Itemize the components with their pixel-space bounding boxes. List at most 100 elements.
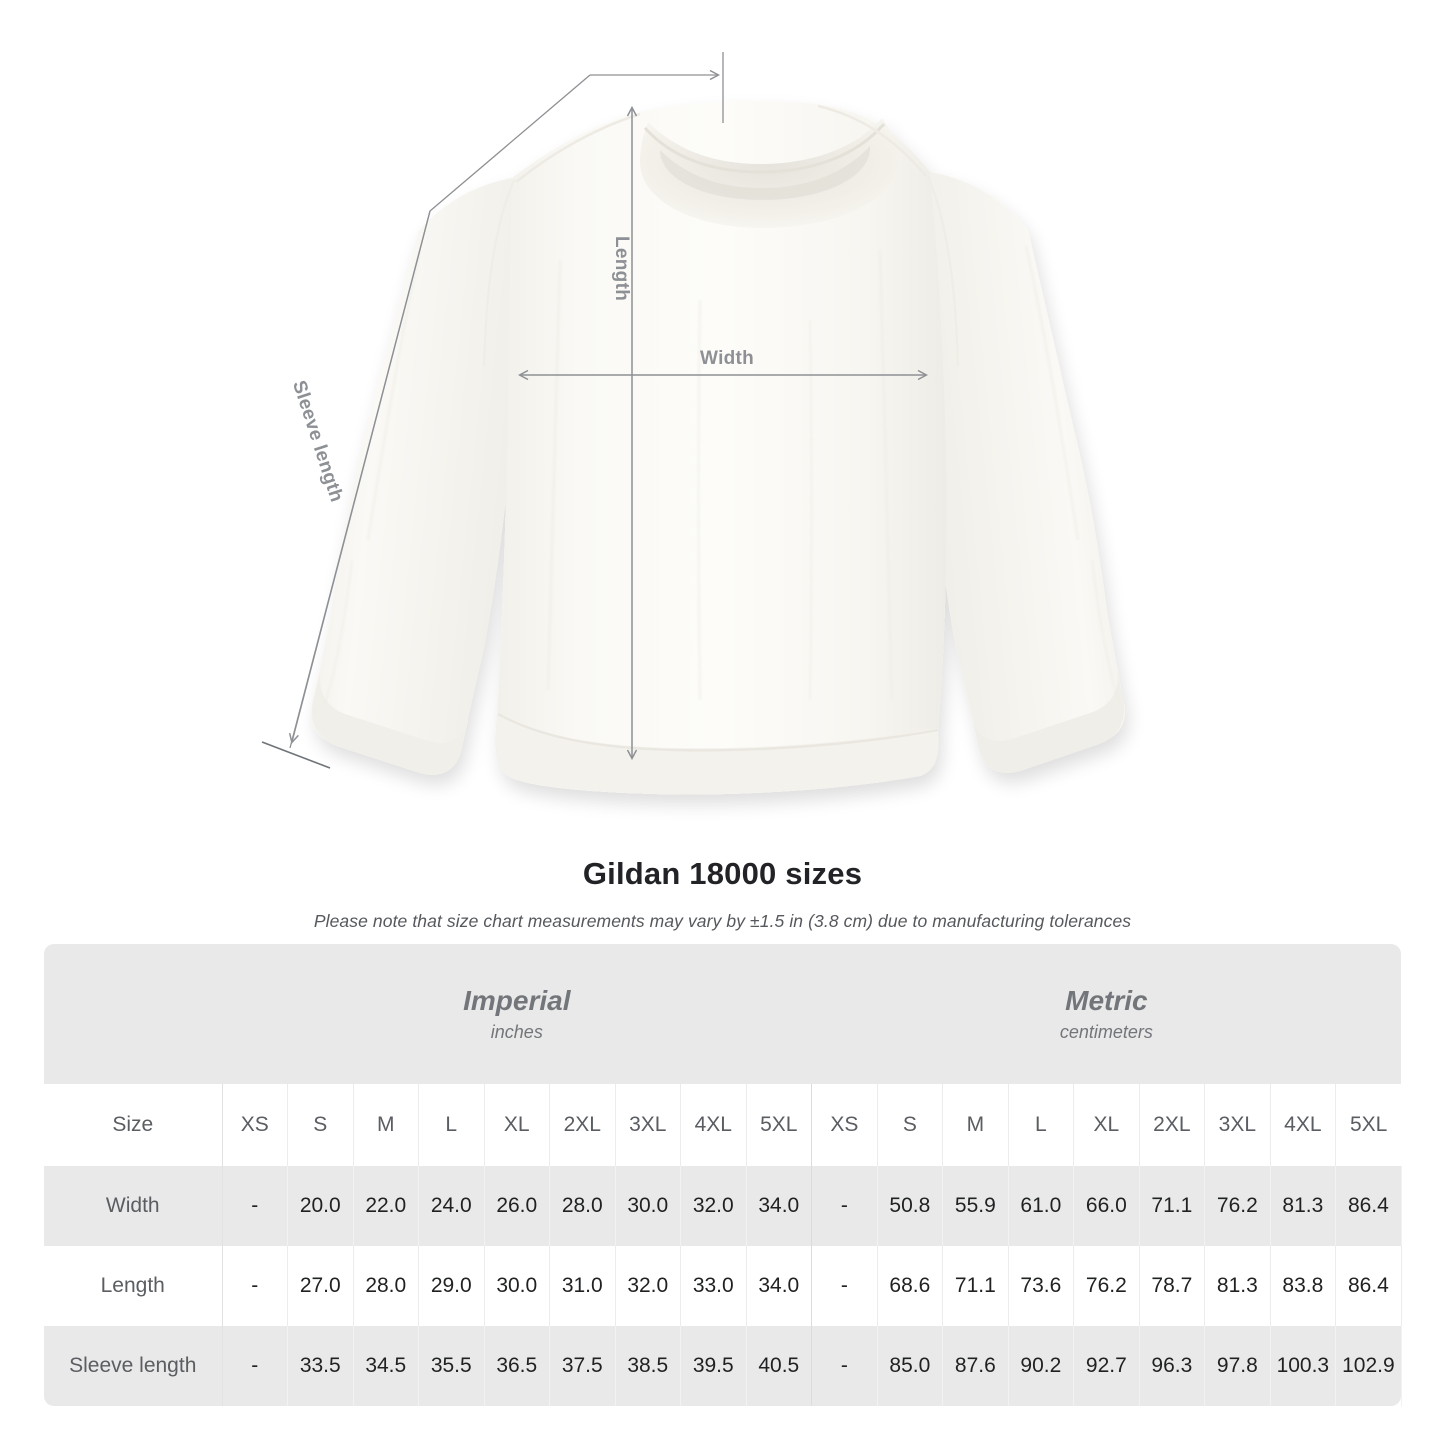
garment-illustration: Length Width Sleeve length	[261, 52, 1445, 795]
cell-sleeve-length-imperial-3xl: 38.5	[615, 1326, 681, 1406]
unit-section-metric: Metric centimeters	[811, 944, 1402, 1084]
unit-section-subtitle: inches	[490, 1022, 543, 1042]
size-header-imperial-xs: XS	[222, 1084, 288, 1166]
cell-sleeve-length-metric-m: 87.6	[942, 1326, 1009, 1406]
cell-length-metric-s: 68.6	[877, 1246, 944, 1326]
collar-rib-outer	[643, 123, 886, 174]
cell-length-imperial-s: 27.0	[287, 1246, 354, 1326]
table-row: Length -27.0 28.0 29.0 30.0 31.0 32.0 33.0 34.0-…	[44, 1246, 1402, 1326]
cell-sleeve-length-metric-4xl: 100.3	[1270, 1326, 1337, 1406]
cell-sleeve-length-metric-5xl: 102.9	[1335, 1326, 1402, 1406]
cell-width-metric-3xl: 76.2	[1204, 1166, 1271, 1246]
cell-length-imperial-xl: 30.0	[484, 1246, 550, 1326]
cell-width-imperial-5xl: 34.0	[746, 1166, 813, 1246]
right-cuff	[972, 669, 1124, 773]
unit-section-title: Metric	[1065, 985, 1148, 1016]
size-header-imperial-2xl: 2XL	[549, 1084, 616, 1166]
fabric-folds	[322, 245, 1122, 707]
unit-banner-row: Imperial inches Metric centimeters	[44, 944, 1402, 1084]
cell-width-metric-xl: 66.0	[1073, 1166, 1140, 1246]
size-header-row: Size XS S M L XL 2XL 3XL 4XL 5XL XS S M L XL 2XL 3XL 4XL 5…	[44, 1084, 1402, 1166]
unit-section-subtitle: centimeters	[1059, 1022, 1153, 1042]
row-label-width: Width	[44, 1166, 223, 1246]
cell-width-metric-2xl: 71.1	[1139, 1166, 1206, 1246]
size-header-imperial-3xl: 3XL	[615, 1084, 681, 1166]
length-label: Length	[611, 236, 632, 302]
width-label: Width	[700, 348, 755, 369]
cell-length-imperial-xs: -	[222, 1246, 288, 1326]
size-header-metric-m: M	[942, 1084, 1009, 1166]
cell-width-metric-m: 55.9	[942, 1166, 1009, 1246]
cell-sleeve-length-metric-xs: -	[811, 1326, 878, 1406]
sleeve-end-tick	[261, 741, 331, 769]
cell-sleeve-length-metric-l: 90.2	[1008, 1326, 1075, 1406]
cell-sleeve-length-imperial-2xl: 37.5	[549, 1326, 616, 1406]
cell-width-metric-s: 50.8	[877, 1166, 944, 1246]
size-header-metric-xl: XL	[1073, 1084, 1140, 1166]
cell-width-imperial-m: 22.0	[353, 1166, 419, 1246]
cell-length-metric-xs: -	[811, 1246, 878, 1326]
measurement-overlay	[261, 52, 1445, 769]
cell-width-imperial-s: 20.0	[287, 1166, 354, 1246]
cell-sleeve-length-imperial-xs: -	[222, 1326, 288, 1406]
table-row: Width -20.0 22.0 24.0 26.0 28.0 30.0 32.0 34.0-5…	[44, 1166, 1402, 1246]
cell-length-imperial-m: 28.0	[353, 1246, 419, 1326]
cell-width-metric-5xl: 86.4	[1335, 1166, 1402, 1246]
hem-seam-line	[497, 712, 939, 752]
left-shoulder-seam	[515, 112, 641, 184]
cell-length-imperial-5xl: 34.0	[746, 1246, 813, 1326]
cell-sleeve-length-imperial-l: 35.5	[418, 1326, 485, 1406]
cell-length-metric-m: 71.1	[942, 1246, 1009, 1326]
cell-width-imperial-xl: 26.0	[484, 1166, 550, 1246]
size-header-label: Size	[44, 1084, 223, 1166]
size-chart-table: Imperial inches Metric centimeters Size XS S M L…	[44, 944, 1402, 1406]
size-header-metric-xs: XS	[811, 1084, 878, 1166]
size-chart-table-wrapper: Imperial inches Metric centimeters Size XS S M L…	[44, 944, 1402, 1406]
cell-width-metric-l: 61.0	[1008, 1166, 1075, 1246]
cell-width-imperial-xs: -	[222, 1166, 288, 1246]
right-armhole-seam	[926, 175, 960, 367]
sweatshirt-body-group	[311, 100, 1125, 795]
row-label-length: Length	[44, 1246, 223, 1326]
cell-width-imperial-3xl: 30.0	[615, 1166, 681, 1246]
cell-length-metric-l: 73.6	[1008, 1246, 1075, 1326]
cell-sleeve-length-metric-3xl: 97.8	[1204, 1326, 1271, 1406]
cell-width-imperial-4xl: 32.0	[680, 1166, 747, 1246]
right-shoulder-seam	[817, 104, 927, 177]
cell-length-metric-3xl: 81.3	[1204, 1246, 1271, 1326]
tolerance-note: Please note that size chart measurements…	[313, 911, 1132, 931]
left-armhole-seam	[482, 179, 516, 367]
sleeve-length-line	[289, 74, 591, 749]
size-header-metric-s: S	[877, 1084, 944, 1166]
cell-sleeve-length-metric-2xl: 96.3	[1139, 1326, 1206, 1406]
cell-width-imperial-2xl: 28.0	[549, 1166, 616, 1246]
size-header-metric-5xl: 5XL	[1335, 1084, 1402, 1166]
neck-inner-shadow	[660, 146, 871, 200]
cell-sleeve-length-imperial-4xl: 39.5	[680, 1326, 747, 1406]
size-header-imperial-s: S	[287, 1084, 354, 1166]
left-sleeve	[311, 178, 516, 774]
page-title: Gildan 18000 sizes	[582, 856, 863, 891]
table-row: Sleeve length -33.5 34.5 35.5 36.5 37.5 38.5 39…	[44, 1326, 1402, 1406]
cell-length-metric-2xl: 78.7	[1139, 1246, 1206, 1326]
cell-length-metric-4xl: 83.8	[1270, 1246, 1337, 1326]
size-header-metric-3xl: 3XL	[1204, 1084, 1271, 1166]
body	[495, 100, 947, 795]
size-header-imperial-l: L	[418, 1084, 485, 1166]
title-block: Gildan 18000 sizes Please note that size…	[0, 840, 1445, 932]
bottom-hem	[495, 712, 939, 795]
size-header-metric-l: L	[1008, 1084, 1075, 1166]
size-header-metric-2xl: 2XL	[1139, 1084, 1206, 1166]
cell-width-metric-xs: -	[811, 1166, 878, 1246]
size-header-imperial-xl: XL	[484, 1084, 550, 1166]
cell-width-imperial-l: 24.0	[418, 1166, 485, 1246]
cell-width-metric-4xl: 81.3	[1270, 1166, 1337, 1246]
unit-section-imperial: Imperial inches	[222, 944, 812, 1084]
cell-sleeve-length-imperial-s: 33.5	[287, 1326, 354, 1406]
sweatshirt-graphic	[311, 100, 1125, 795]
cell-length-imperial-4xl: 33.0	[680, 1246, 747, 1326]
right-sleeve	[926, 172, 1125, 772]
cell-sleeve-length-metric-s: 85.0	[877, 1326, 944, 1406]
unit-section-title: Imperial	[463, 985, 571, 1016]
cell-sleeve-length-imperial-5xl: 40.5	[746, 1326, 813, 1406]
